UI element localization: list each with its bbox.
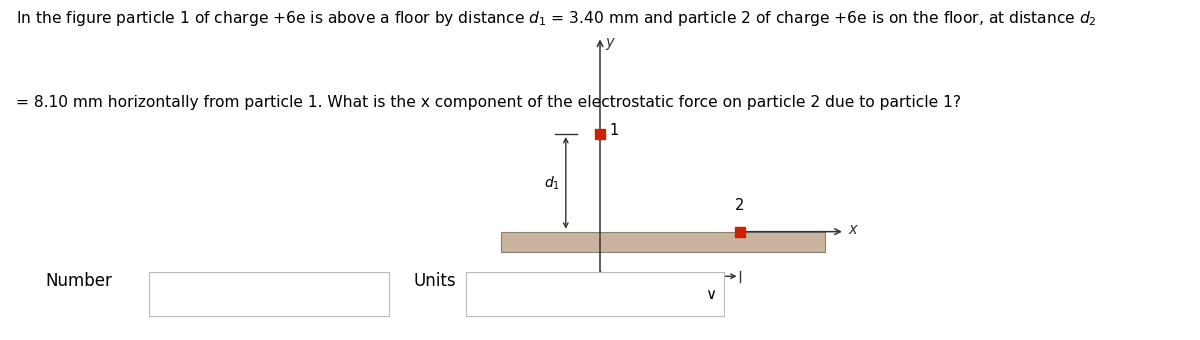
Text: i: i (137, 287, 142, 302)
Text: Number: Number (46, 272, 113, 289)
Text: $d_1$: $d_1$ (545, 174, 560, 191)
Text: ∨: ∨ (706, 287, 716, 302)
Text: y: y (606, 35, 614, 50)
Text: 1: 1 (610, 123, 618, 138)
Text: x: x (848, 222, 857, 237)
Text: = 8.10 mm horizontally from particle 1. What is the x component of the electrost: = 8.10 mm horizontally from particle 1. … (16, 95, 961, 110)
Text: $-d_2-$: $-d_2-$ (649, 284, 691, 301)
Bar (502, 232, 826, 252)
Text: 2: 2 (734, 198, 744, 213)
Text: In the figure particle 1 of charge +6e is above a floor by distance $d_1$ = 3.40: In the figure particle 1 of charge +6e i… (16, 8, 1097, 28)
Text: Units: Units (414, 272, 457, 289)
